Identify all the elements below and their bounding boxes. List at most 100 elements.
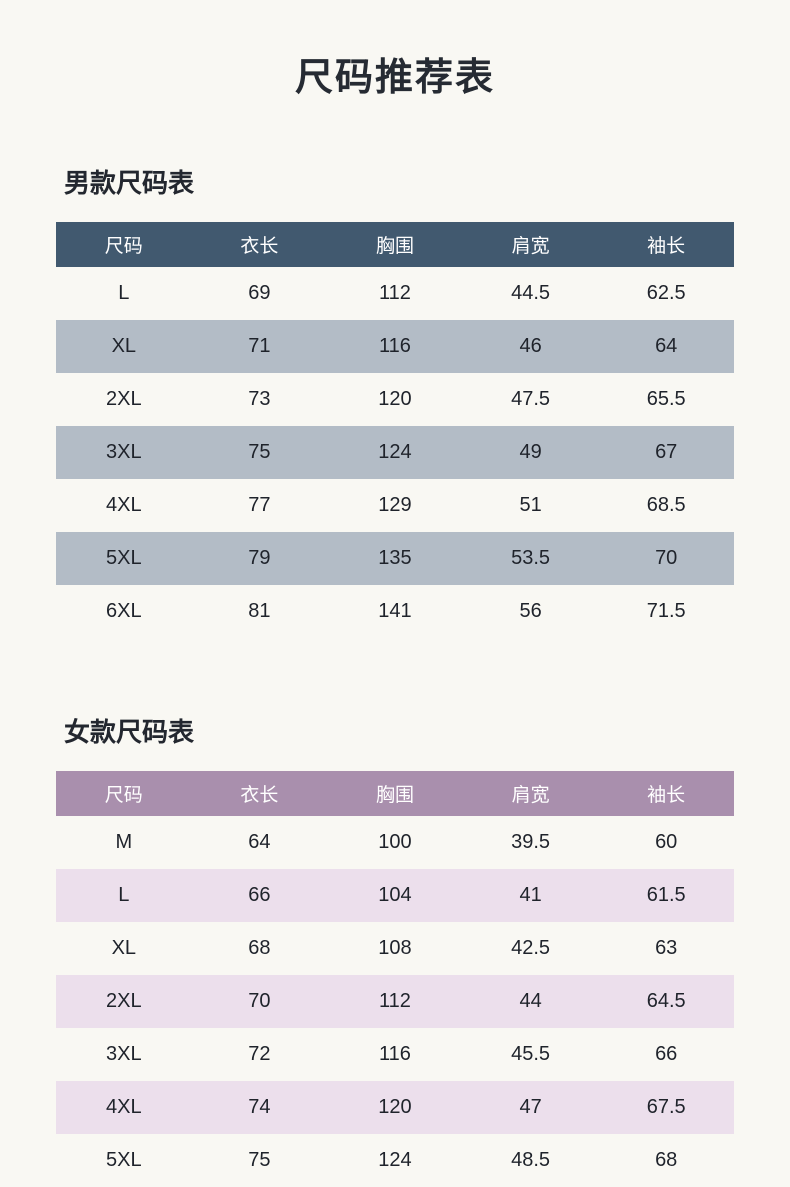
table-row: L 69 112 44.5 62.5	[56, 267, 734, 320]
length-cell: 64	[248, 831, 271, 853]
column-header-length: 衣长	[191, 222, 328, 267]
sleeve-cell: 62.5	[646, 282, 686, 304]
bust-cell: 129	[378, 494, 412, 516]
column-header-bust: 胸围	[327, 222, 463, 267]
table-row: 4XL 77 129 51 68.5	[56, 479, 734, 532]
length-cell: 81	[248, 600, 271, 622]
men-size-table: 尺码 衣长 胸围 肩宽 袖长 L 69 112 44.5 62.5 XL 71	[56, 222, 734, 638]
length-cell: 75	[248, 1149, 271, 1171]
table-row: M 64 100 39.5 60	[56, 816, 734, 869]
table-row: 6XL 81 141 56 71.5	[56, 585, 734, 638]
table-row: XL 68 108 42.5 63	[56, 922, 734, 975]
bust-cell: 120	[378, 1096, 412, 1118]
sleeve-cell: 67.5	[646, 1096, 686, 1118]
size-cell: 3XL	[106, 1043, 142, 1065]
bust-cell: 104	[378, 884, 412, 906]
table-row: 2XL 70 112 44 64.5	[56, 975, 734, 1028]
page-title: 尺码推荐表	[294, 57, 495, 99]
length-cell: 69	[248, 282, 271, 304]
column-header-size: 尺码	[56, 771, 192, 816]
shoulder-cell: 44	[519, 990, 542, 1012]
length-cell: 77	[248, 494, 271, 516]
sleeve-cell: 71.5	[646, 600, 686, 622]
shoulder-cell: 48.5	[511, 1149, 551, 1171]
size-cell: L	[118, 282, 130, 304]
shoulder-cell: 44.5	[511, 282, 551, 304]
column-header-length: 衣长	[191, 771, 328, 816]
size-cell: 4XL	[106, 494, 142, 516]
sleeve-cell: 61.5	[646, 884, 686, 906]
women-size-table: 尺码 衣长 胸围 肩宽 袖长 M 64 100 39.5 60 L 66	[56, 771, 734, 1187]
shoulder-cell: 46	[519, 335, 542, 357]
length-cell: 79	[248, 547, 271, 569]
bust-cell: 112	[379, 282, 411, 304]
length-cell: 74	[248, 1096, 271, 1118]
size-cell: 2XL	[106, 990, 142, 1012]
table-row: 5XL 75 124 48.5 68	[56, 1134, 734, 1187]
column-header-sleeve: 袖长	[598, 222, 734, 267]
shoulder-cell: 53.5	[511, 547, 551, 569]
shoulder-cell: 47	[519, 1096, 542, 1118]
length-cell: 71	[248, 335, 271, 357]
bust-cell: 116	[379, 1043, 411, 1065]
shoulder-cell: 51	[519, 494, 542, 516]
shoulder-cell: 56	[519, 600, 542, 622]
men-section-title: 男款尺码表	[64, 168, 195, 198]
table-header-row: 尺码 衣长 胸围 肩宽 袖长	[56, 222, 734, 267]
bust-cell: 135	[378, 547, 412, 569]
bust-cell: 108	[378, 937, 412, 959]
table-header-row: 尺码 衣长 胸围 肩宽 袖长	[56, 771, 734, 816]
sleeve-cell: 63	[655, 937, 678, 959]
table-row: 2XL 73 120 47.5 65.5	[56, 373, 734, 426]
size-cell: 2XL	[106, 388, 142, 410]
sleeve-cell: 68.5	[646, 494, 686, 516]
bust-cell: 124	[378, 1149, 412, 1171]
table-row: XL 71 116 46 64	[56, 320, 734, 373]
column-header-bust: 胸围	[327, 771, 463, 816]
table-row: 3XL 75 124 49 67	[56, 426, 734, 479]
length-cell: 73	[248, 388, 271, 410]
women-size-section: 女款尺码表 尺码 衣长 胸围 肩宽 袖长 M 64 100 39.5 60	[56, 712, 734, 1187]
size-cell: 6XL	[106, 600, 142, 622]
table-row: L 66 104 41 61.5	[56, 869, 734, 922]
sleeve-cell: 68	[655, 1149, 678, 1171]
women-section-title: 女款尺码表	[64, 717, 195, 747]
size-cell: 3XL	[106, 441, 142, 463]
sleeve-cell: 70	[655, 547, 678, 569]
bust-cell: 112	[379, 990, 411, 1012]
size-cell: XL	[111, 937, 137, 959]
bust-cell: 100	[378, 831, 412, 853]
sleeve-cell: 60	[655, 831, 678, 853]
length-cell: 75	[248, 441, 271, 463]
sleeve-cell: 64	[655, 335, 678, 357]
size-cell: XL	[111, 335, 137, 357]
table-row: 4XL 74 120 47 67.5	[56, 1081, 734, 1134]
sleeve-cell: 64.5	[646, 990, 686, 1012]
column-header-size: 尺码	[56, 222, 192, 267]
column-header-shoulder: 肩宽	[462, 771, 599, 816]
bust-cell: 124	[378, 441, 412, 463]
size-cell: 5XL	[106, 547, 142, 569]
shoulder-cell: 47.5	[511, 388, 551, 410]
shoulder-cell: 45.5	[511, 1043, 551, 1065]
bust-cell: 141	[378, 600, 412, 622]
size-cell: M	[115, 831, 133, 853]
table-row: 5XL 79 135 53.5 70	[56, 532, 734, 585]
sleeve-cell: 67	[655, 441, 678, 463]
shoulder-cell: 41	[519, 884, 542, 906]
sleeve-cell: 66	[655, 1043, 678, 1065]
column-header-sleeve: 袖长	[598, 771, 734, 816]
column-header-shoulder: 肩宽	[462, 222, 599, 267]
size-cell: L	[118, 884, 130, 906]
length-cell: 72	[248, 1043, 271, 1065]
size-cell: 4XL	[106, 1096, 142, 1118]
men-size-section: 男款尺码表 尺码 衣长 胸围 肩宽 袖长 L 69 112 44.5 62.5	[56, 163, 734, 638]
length-cell: 70	[248, 990, 271, 1012]
shoulder-cell: 49	[519, 441, 542, 463]
length-cell: 66	[248, 884, 271, 906]
size-cell: 5XL	[106, 1149, 142, 1171]
table-row: 3XL 72 116 45.5 66	[56, 1028, 734, 1081]
sleeve-cell: 65.5	[646, 388, 686, 410]
shoulder-cell: 39.5	[511, 831, 551, 853]
